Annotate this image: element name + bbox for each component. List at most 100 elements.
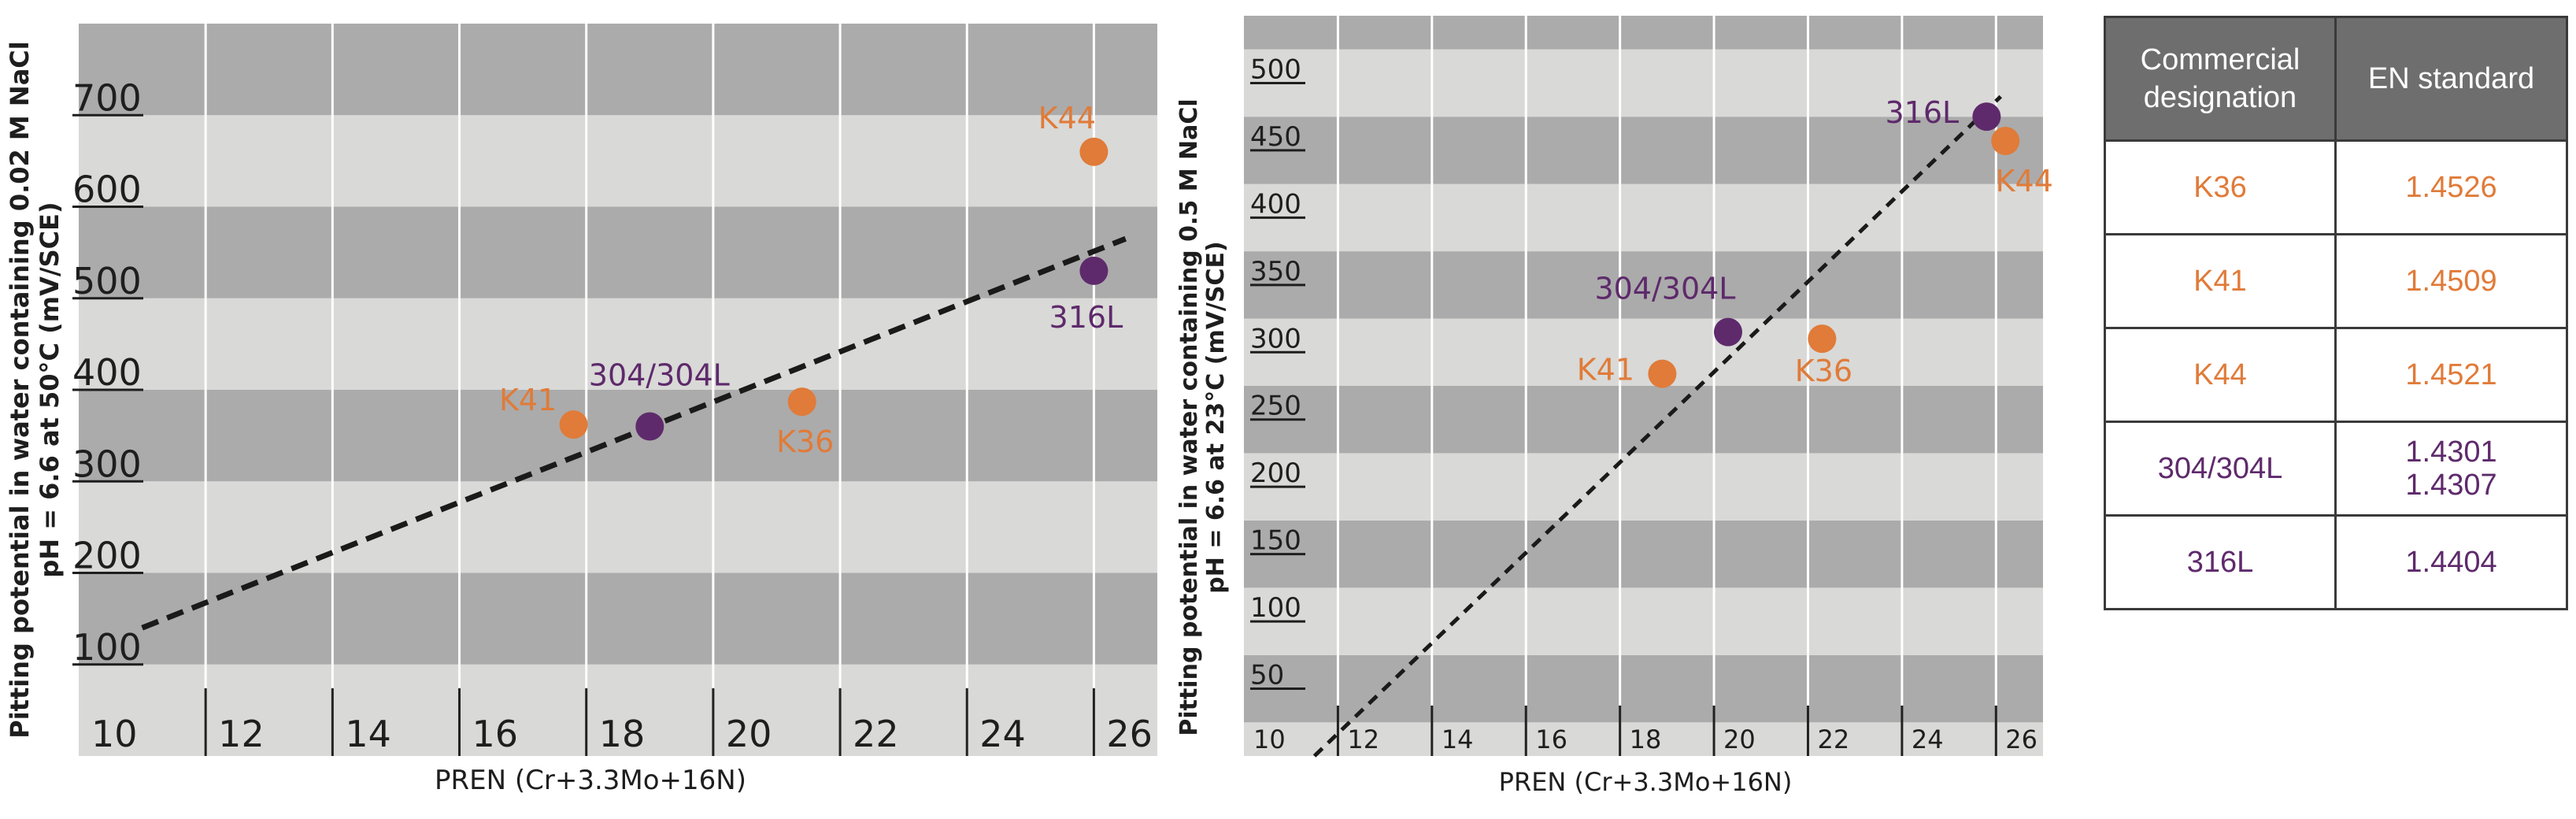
x-tick-label: 26 xyxy=(1106,713,1153,755)
background-band xyxy=(1244,318,2043,386)
designation-cell: 316L xyxy=(2104,514,2337,610)
x-tick-label: 10 xyxy=(1253,724,1286,754)
y-tick-label: 600 xyxy=(72,169,142,211)
data-point xyxy=(1972,102,2001,132)
point-label: 304/304L xyxy=(1594,272,1735,306)
point-label: K36 xyxy=(1795,354,1852,388)
point-label: K41 xyxy=(1577,353,1634,387)
y-tick-label: 350 xyxy=(1250,256,1301,287)
data-point xyxy=(1079,256,1108,285)
designation-cell: K41 xyxy=(2104,233,2337,329)
data-point xyxy=(1648,359,1677,388)
background-band xyxy=(1244,183,2043,252)
y-tick-label: 50 xyxy=(1250,660,1284,691)
y-tick-label: 500 xyxy=(72,260,142,302)
x-tick-label: 24 xyxy=(1912,724,1944,754)
y-tick-label: 450 xyxy=(1250,121,1301,153)
background-band xyxy=(1244,654,2043,723)
data-point xyxy=(559,410,588,439)
y-tick-label: 200 xyxy=(1250,458,1301,489)
x-tick-label: 22 xyxy=(853,713,899,755)
chart-right-0-5m-nacl: 10 12 14 16 18 20 22 24 26 50 100 150 200 250 300 350 40… xyxy=(1175,16,2053,797)
table-row: K36 1.4526 xyxy=(2104,139,2568,235)
background-band xyxy=(1244,251,2043,319)
en-cell: 1.4521 xyxy=(2334,327,2568,423)
y-axis-label: Pitting potential in water containing 0.… xyxy=(1175,98,1230,736)
y-tick-label: 100 xyxy=(1250,592,1301,624)
y-axis-label: Pitting potential in water containing 0.… xyxy=(5,41,65,739)
designation-table: Commercial designation EN standard K36 1… xyxy=(2104,16,2568,610)
designation-cell: K36 xyxy=(2104,139,2337,235)
y-axis-label-line-2: pH = 6.6 at 50°C (mV/SCE) xyxy=(35,202,65,577)
background-band xyxy=(1244,16,2043,50)
data-point xyxy=(1991,126,2020,155)
point-label: 316L xyxy=(1049,300,1123,335)
x-tick-label: 16 xyxy=(472,713,519,755)
data-point xyxy=(1808,324,1837,354)
x-tick-label: 24 xyxy=(979,713,1026,755)
data-point xyxy=(787,387,816,417)
x-tick-label: 16 xyxy=(1535,724,1567,754)
background-band xyxy=(79,206,1157,298)
point-label: 316L xyxy=(1886,95,1960,130)
en-cell: 1.4509 xyxy=(2334,233,2568,329)
y-axis-label-line-1: Pitting potential in water containing 0.… xyxy=(1175,98,1203,736)
background-band xyxy=(1244,587,2043,655)
background-band xyxy=(1244,386,2043,454)
trend-line xyxy=(141,235,1127,631)
point-label: K36 xyxy=(776,424,834,459)
table-row: K41 1.4509 xyxy=(2104,233,2568,329)
data-point xyxy=(1079,137,1108,166)
y-axis-label-line-2: pH = 6.6 at 23°C (mV/SCE) xyxy=(1202,241,1230,593)
x-tick-label: 26 xyxy=(2005,724,2037,754)
designation-cell: 304/304L xyxy=(2104,421,2337,517)
background-band xyxy=(1244,453,2043,521)
background-band xyxy=(79,24,1157,116)
x-tick-label: 18 xyxy=(1630,724,1662,754)
x-tick-label: 20 xyxy=(726,713,772,755)
header-commercial-designation: Commercial designation xyxy=(2104,16,2337,142)
x-tick-label: 14 xyxy=(345,713,391,755)
x-tick-label: 12 xyxy=(218,713,265,755)
x-tick-label: 22 xyxy=(1817,724,1849,754)
trend-line xyxy=(1312,94,2002,758)
y-tick-label: 400 xyxy=(72,351,142,394)
designation-cell: K44 xyxy=(2104,327,2337,423)
y-tick-label: 500 xyxy=(1250,54,1301,85)
x-axis-label: PREN (Cr+3.3Mo+16N) xyxy=(435,765,746,796)
point-label: K41 xyxy=(499,383,557,417)
data-point xyxy=(1713,317,1742,346)
x-axis-label: PREN (Cr+3.3Mo+16N) xyxy=(1499,767,1793,797)
point-label: K44 xyxy=(1038,101,1096,135)
table-row: K44 1.4521 xyxy=(2104,327,2568,423)
y-tick-label: 300 xyxy=(1250,323,1301,354)
background-band xyxy=(79,573,1157,665)
en-cell: 1.4404 xyxy=(2334,514,2568,610)
background-band xyxy=(79,481,1157,573)
x-tick-label: 18 xyxy=(599,713,646,755)
x-tick-label: 20 xyxy=(1723,724,1756,754)
y-axis-label-line-1: Pitting potential in water containing 0.… xyxy=(5,41,35,739)
en-value: 1.4301 xyxy=(2405,435,2497,469)
x-tick-label: 14 xyxy=(1442,724,1474,754)
en-value: 1.4307 xyxy=(2405,469,2497,502)
y-tick-label: 400 xyxy=(1250,188,1301,220)
y-tick-label: 150 xyxy=(1250,525,1301,557)
background-band xyxy=(79,390,1157,482)
table-row: 316L 1.4404 xyxy=(2104,514,2568,610)
header-en-standard: EN standard xyxy=(2334,16,2568,142)
background-band xyxy=(79,298,1157,390)
point-label: K44 xyxy=(1996,164,2053,198)
y-tick-label: 300 xyxy=(72,443,142,485)
y-tick-label: 250 xyxy=(1250,391,1301,422)
en-cell: 1.4301 1.4307 xyxy=(2334,421,2568,517)
table-row: 304/304L 1.4301 1.4307 xyxy=(2104,421,2568,517)
x-tick-label: 12 xyxy=(1347,724,1379,754)
background-band xyxy=(79,115,1157,207)
y-tick-label: 100 xyxy=(72,626,142,669)
y-tick-label: 700 xyxy=(72,76,142,119)
y-tick-label: 200 xyxy=(72,535,142,577)
en-cell: 1.4526 xyxy=(2334,139,2568,235)
background-band xyxy=(79,664,1157,756)
